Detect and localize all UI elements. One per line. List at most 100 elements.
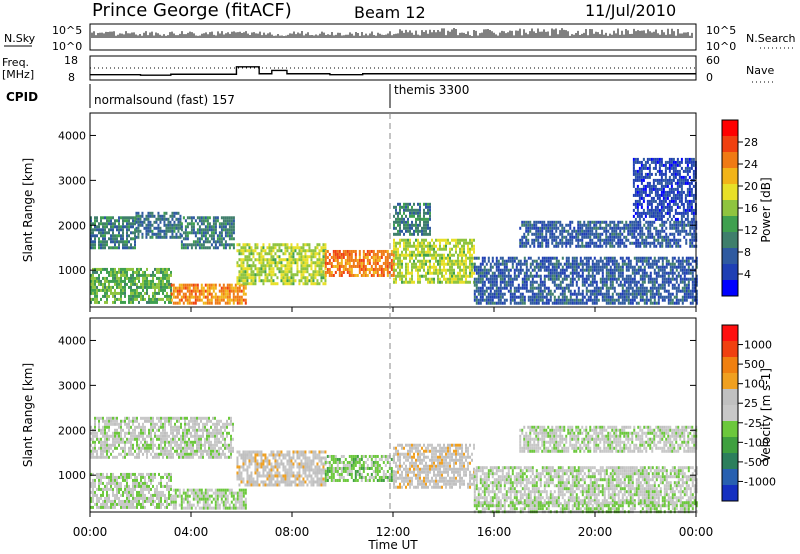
power-cell: [641, 277, 644, 281]
power-cell: [509, 259, 512, 263]
power-cell: [157, 217, 160, 221]
power-cell: [629, 286, 632, 290]
power-cell: [672, 175, 675, 179]
power-cell: [657, 286, 660, 290]
power-cell: [692, 217, 695, 221]
power-cell: [274, 264, 277, 268]
power-cell: [443, 268, 445, 272]
power-cell: [662, 214, 665, 218]
power-cell: [629, 277, 632, 281]
power-cell: [547, 286, 550, 290]
power-cell: [505, 262, 508, 266]
power-cell: [654, 193, 657, 197]
power-cell: [629, 274, 632, 278]
power-cell: [623, 283, 626, 287]
power-cell: [565, 241, 568, 245]
power-cell: [300, 255, 303, 259]
power-cell: [170, 288, 172, 292]
power-cell: [186, 246, 189, 250]
power-cell: [559, 238, 562, 242]
velocity-cell: [126, 416, 128, 420]
power-cell: [376, 252, 379, 256]
power-cell: [473, 289, 476, 293]
power-cell: [629, 229, 632, 233]
power-cell: [166, 270, 168, 274]
power-cell: [395, 244, 397, 248]
power-cell: [437, 253, 439, 257]
power-cbar-swatch: [722, 120, 738, 136]
power-cell: [625, 220, 628, 224]
power-cell: [531, 232, 534, 236]
power-cell: [100, 297, 102, 301]
power-cell: [463, 238, 465, 242]
power-cell: [541, 244, 544, 248]
power-cell: [676, 202, 679, 206]
power-cell: [579, 220, 582, 224]
power-cell: [654, 214, 657, 218]
power-cell: [567, 223, 570, 227]
power-cell: [667, 292, 670, 296]
power-cell: [342, 264, 345, 268]
power-cell: [384, 258, 387, 262]
power-cell: [306, 264, 309, 268]
power-cell: [276, 276, 279, 280]
power-cell: [571, 280, 574, 284]
power-cell: [655, 229, 658, 233]
power-cell: [168, 297, 170, 301]
power-cell: [304, 255, 307, 259]
power-cell: [417, 274, 419, 278]
power-cell: [687, 283, 690, 287]
velocity-cell: [108, 416, 110, 420]
power-cell: [617, 265, 620, 269]
power-cell: [376, 258, 379, 262]
power-cell: [669, 232, 672, 236]
power-cell: [591, 283, 594, 287]
power-cell: [405, 241, 407, 245]
power-cell: [650, 214, 653, 218]
velocity-cell: [104, 422, 106, 426]
power-cell: [485, 289, 488, 293]
power-cell: [559, 262, 562, 266]
power-cell: [161, 217, 164, 221]
power-cell: [449, 259, 451, 263]
power-cell: [680, 181, 683, 185]
velocity-cell: [120, 434, 122, 438]
power-cell: [137, 214, 140, 218]
power-cell: [605, 259, 608, 263]
power-cell: [551, 292, 554, 296]
power-cell: [651, 277, 654, 281]
power-cell: [445, 241, 447, 245]
power-cell: [228, 286, 231, 290]
power-cell: [587, 220, 590, 224]
power-cell: [226, 298, 229, 302]
power-cell: [200, 216, 203, 220]
power-cell: [232, 225, 235, 229]
power-cell: [318, 267, 321, 271]
power-cell: [320, 246, 323, 250]
power-cell: [372, 273, 375, 277]
power-cell: [358, 252, 361, 256]
power-cell: [399, 241, 401, 245]
power-cell: [158, 297, 160, 301]
power-cell: [110, 267, 112, 271]
power-cell: [413, 262, 415, 266]
power-cell: [619, 271, 622, 275]
power-cell: [433, 262, 435, 266]
power-cell: [670, 217, 673, 221]
power-cell: [254, 267, 257, 271]
power-cell: [581, 292, 584, 296]
power-cell: [523, 235, 526, 239]
power-cell: [661, 229, 664, 233]
power-cell: [145, 229, 148, 233]
power-cell: [151, 223, 154, 227]
power-cell: [202, 289, 205, 293]
power-cell: [138, 285, 140, 289]
power-cell: [332, 264, 335, 268]
power-cbar-tick-label: 4: [744, 268, 751, 281]
velocity-cell: [128, 422, 130, 426]
power-cell: [555, 256, 558, 260]
power-cell: [636, 211, 639, 215]
velocity-cell: [112, 416, 114, 420]
power-cell: [686, 217, 689, 221]
power-cell: [659, 232, 662, 236]
